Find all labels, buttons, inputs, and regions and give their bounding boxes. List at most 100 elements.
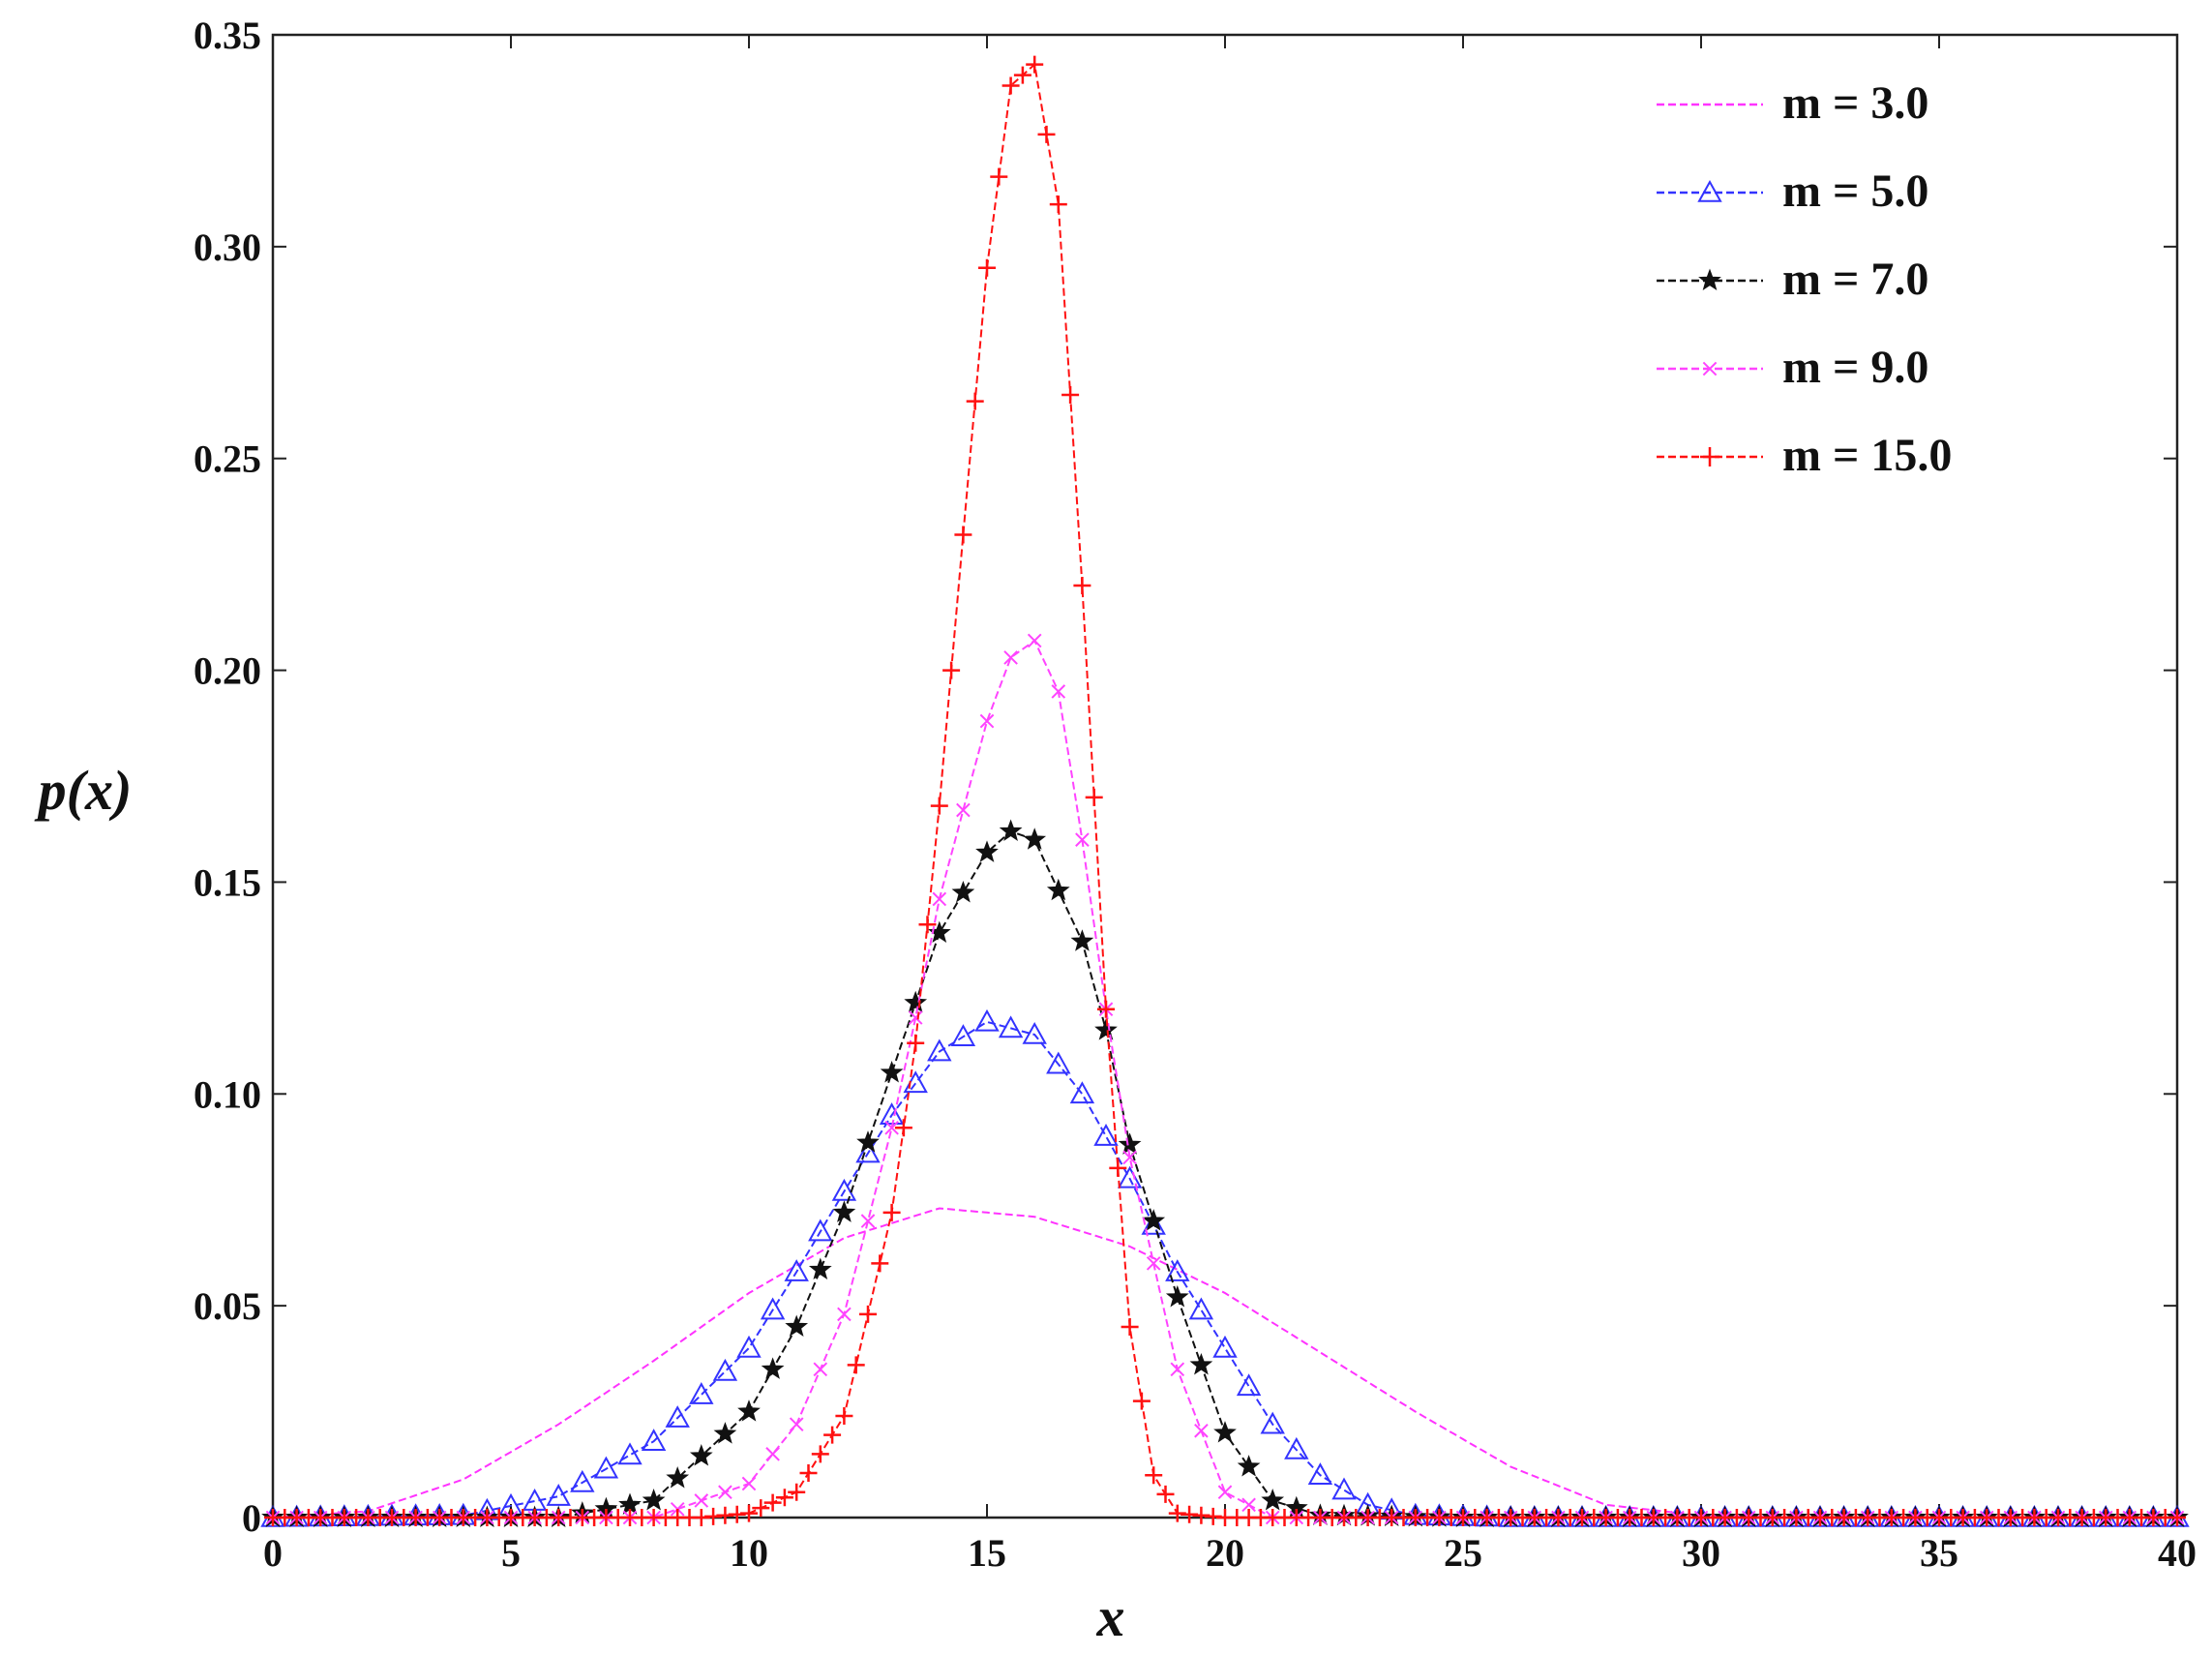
marker-triangle <box>1165 1259 1190 1281</box>
marker-star <box>880 1060 904 1083</box>
marker-x <box>765 1447 780 1461</box>
marker-star <box>1213 1421 1237 1443</box>
legend-item: m = 15.0 <box>1657 430 1952 481</box>
series-layer <box>260 55 2190 1528</box>
x-tick-label: 15 <box>968 1531 1006 1575</box>
marker-x <box>741 1476 757 1491</box>
marker-star <box>1261 1489 1285 1511</box>
y-tick-label: 0.10 <box>194 1072 261 1116</box>
x-tick-label: 30 <box>1682 1531 1720 1575</box>
marker-triangle <box>1236 1373 1262 1397</box>
marker-x <box>979 713 995 729</box>
marker-triangle <box>1188 1297 1214 1320</box>
series-4 <box>265 633 2185 1525</box>
legend-item: m = 5.0 <box>1657 166 1928 217</box>
marker-x <box>1027 633 1042 648</box>
y-tick-label: 0.05 <box>194 1284 261 1328</box>
x-tick-label: 40 <box>2158 1531 2197 1575</box>
marker-star <box>832 1200 856 1222</box>
marker-x <box>932 891 947 907</box>
marker-x <box>1051 684 1066 699</box>
marker-triangle <box>617 1442 643 1465</box>
marker-plus <box>775 1489 793 1507</box>
x-tick-label: 20 <box>1206 1531 1244 1575</box>
marker-triangle <box>641 1429 667 1452</box>
marker-plus <box>966 392 984 410</box>
legend-label: m = 15.0 <box>1782 430 1952 481</box>
marker-plus <box>930 797 948 815</box>
marker-plus <box>1097 1000 1115 1018</box>
marker-x <box>694 1493 709 1508</box>
marker-star <box>1189 1352 1213 1375</box>
y-tick-label: 0.15 <box>194 860 261 904</box>
y-tick-label: 0.20 <box>194 649 261 693</box>
marker-plus <box>2168 1509 2186 1526</box>
marker-triangle <box>760 1297 786 1320</box>
marker-x <box>908 1010 923 1025</box>
marker-plus <box>752 1499 770 1518</box>
marker-star <box>666 1466 690 1489</box>
marker-triangle <box>593 1456 619 1479</box>
x-axis-title: x <box>1096 1585 1125 1648</box>
legend-item: m = 9.0 <box>1657 342 1928 393</box>
series-line <box>272 1020 2177 1519</box>
marker-triangle <box>855 1140 881 1163</box>
marker-star <box>785 1314 809 1338</box>
marker-plus <box>1073 577 1091 595</box>
marker-plus <box>1026 55 1044 74</box>
marker-triangle <box>1331 1477 1357 1500</box>
marker-star <box>1237 1455 1261 1477</box>
marker-triangle <box>1284 1436 1309 1459</box>
marker-triangle <box>1212 1335 1238 1358</box>
legend-item: m = 7.0 <box>1657 254 1928 305</box>
y-tick-label: 0.30 <box>194 226 261 269</box>
marker-x <box>789 1417 804 1432</box>
marker-star <box>856 1130 880 1153</box>
marker-triangle <box>689 1382 714 1404</box>
axis-ticks: 0 5 10 15 20 25 30 35 40 0 0.05 0.10 0.15 0.20 0.25 0.3… <box>194 14 2197 1575</box>
marker-star <box>1118 1132 1142 1155</box>
series-3 <box>261 819 2189 1528</box>
marker-triangle <box>1069 1081 1095 1104</box>
marker-plus <box>942 661 961 679</box>
marker-triangle <box>998 1015 1024 1038</box>
marker-plus <box>1037 125 1056 143</box>
marker-triangle <box>950 1024 976 1046</box>
marker-plus <box>1700 447 1719 466</box>
marker-triangle <box>546 1484 571 1506</box>
marker-star <box>808 1257 832 1279</box>
marker-plus <box>811 1445 829 1463</box>
marker-triangle <box>1260 1411 1285 1434</box>
marker-plus <box>823 1426 842 1444</box>
marker-star <box>737 1399 761 1422</box>
marker-triangle <box>784 1259 809 1281</box>
legend-label: m = 3.0 <box>1782 77 1928 129</box>
series-line <box>272 1207 2177 1519</box>
x-tick-label: 10 <box>730 1531 768 1575</box>
marker-plus <box>740 1504 758 1522</box>
marker-star <box>999 819 1023 841</box>
marker-x <box>1122 1150 1137 1165</box>
series-5 <box>264 55 2186 1526</box>
legend-label: m = 7.0 <box>1782 254 1928 305</box>
marker-star <box>1142 1209 1166 1231</box>
marker-x <box>1241 1497 1256 1513</box>
marker-plus <box>1145 1466 1163 1485</box>
marker-star <box>1046 878 1070 901</box>
marker-triangle <box>903 1070 928 1094</box>
marker-triangle <box>831 1178 857 1201</box>
marker-triangle <box>665 1405 690 1428</box>
marker-plus <box>990 167 1008 186</box>
y-tick-label: 0.25 <box>194 437 261 481</box>
marker-triangle <box>808 1219 833 1242</box>
marker-triangle <box>1307 1462 1333 1486</box>
marker-plus <box>1085 788 1103 806</box>
marker-triangle <box>974 1008 1000 1032</box>
y-axis-title: p(x) <box>34 759 133 822</box>
marker-plus <box>1109 1158 1127 1177</box>
marker-triangle <box>1093 1123 1119 1146</box>
marker-plus <box>799 1464 818 1483</box>
marker-star <box>713 1422 737 1444</box>
marker-plus <box>788 1483 806 1501</box>
marker-plus <box>954 526 972 544</box>
